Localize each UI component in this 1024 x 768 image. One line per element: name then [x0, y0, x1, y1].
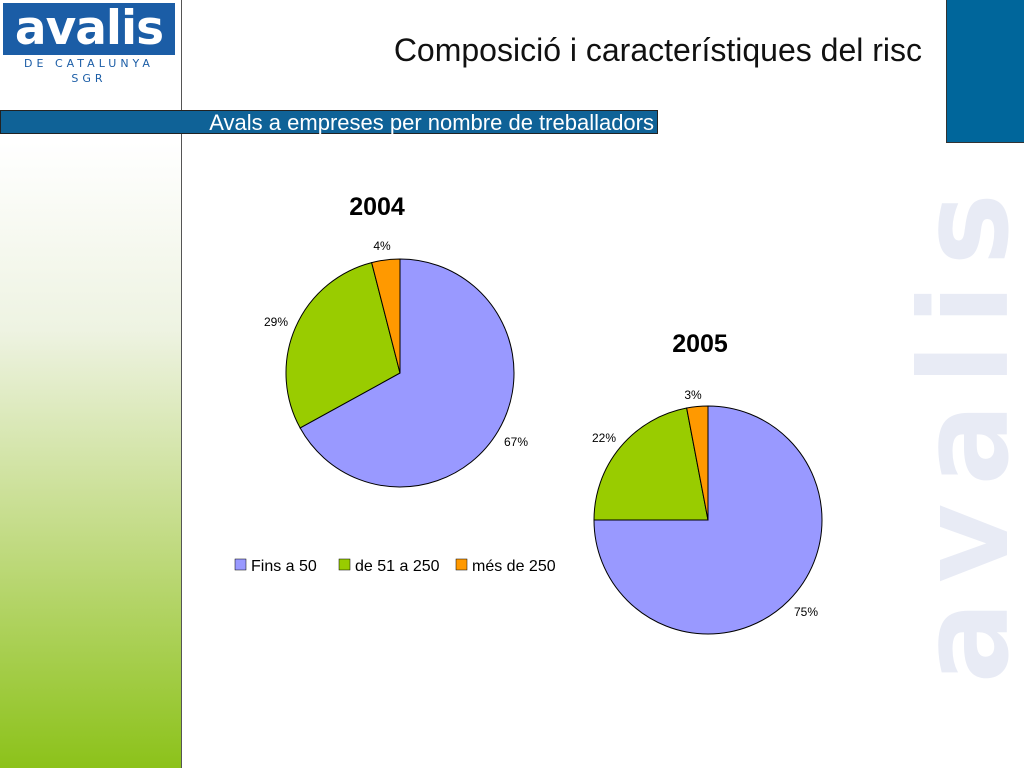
legend-swatch-m-s-de-250 [455, 558, 468, 571]
logo-word: avalis [3, 3, 175, 55]
pie-slice-2004-de-51-a-250 [285, 261, 401, 429]
page-title: Composició i característiques del risc [393, 32, 922, 68]
pie-slice-2005-fins-a-50 [593, 405, 823, 635]
section-title: Avals a empreses per nombre de treballad… [209, 110, 654, 135]
chart-title-1: 2005 [672, 330, 728, 358]
slice-label-2004-fins-a-50: 67% [504, 435, 528, 449]
slice-label-2005-m-s-de-250: 3% [684, 388, 702, 402]
slice-label-2005-fins-a-50: 75% [794, 605, 818, 619]
pie-slice-2005-de-51-a-250 [593, 407, 709, 521]
logo: avalis DE CATALUNYA SGR [3, 3, 175, 85]
legend-label-de-51-a-250: de 51 a 250 [355, 558, 440, 575]
logo-subtext: DE CATALUNYA SGR [24, 57, 154, 85]
corner-brand-box [946, 0, 1024, 143]
legend-label-m-s-de-250: més de 250 [472, 558, 556, 575]
sidebar-divider [181, 0, 182, 768]
pie-slice-2005-m-s-de-250 [686, 405, 709, 521]
pie-slice-2004-fins-a-50 [299, 258, 515, 488]
pie-slice-2004-m-s-de-250 [371, 258, 401, 374]
slice-label-2004-de-51-a-250: 29% [264, 315, 288, 329]
slice-label-2005-de-51-a-250: 22% [592, 431, 616, 445]
legend-label-fins-a-50: Fins a 50 [251, 558, 317, 575]
slice-label-2004-m-s-de-250: 4% [373, 239, 391, 253]
legend-swatch-fins-a-50 [234, 558, 247, 571]
legend-swatch-de-51-a-250 [338, 558, 351, 571]
section-bar: Avals a empreses per nombre de treballad… [0, 110, 658, 135]
chart-title-0: 2004 [349, 193, 405, 221]
sidebar-gradient [0, 142, 181, 768]
